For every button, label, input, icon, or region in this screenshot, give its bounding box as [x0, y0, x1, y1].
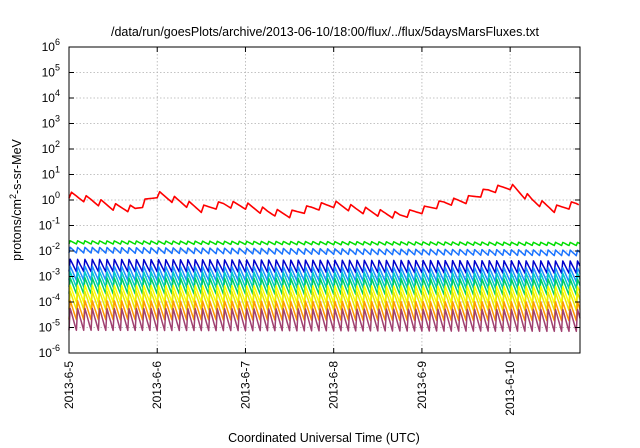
- series-line-5: [68, 265, 581, 283]
- y-tick-base: 10: [39, 219, 53, 233]
- y-tick-base: 10: [39, 295, 53, 309]
- y-tick-label: 10-5: [39, 318, 60, 335]
- x-tick-label: 2013-6-7: [238, 361, 252, 409]
- series-group: [68, 183, 581, 333]
- y-tick-exponent: -5: [52, 318, 60, 328]
- y-tick-label: 104: [42, 88, 60, 105]
- x-tick-label: 2013-6-5: [62, 361, 76, 409]
- y-tick-exponent: 6: [55, 37, 60, 47]
- y-tick-exponent: 1: [55, 165, 60, 175]
- y-tick-base: 10: [42, 40, 56, 54]
- x-axis-label: Coordinated Universal Time (UTC): [228, 431, 420, 445]
- y-tick-base: 10: [42, 91, 56, 105]
- y-tick-base: 10: [39, 244, 53, 258]
- y-tick-label: 106: [42, 37, 60, 54]
- y-tick-exponent: -4: [52, 292, 60, 302]
- chart-title: /data/run/goesPlots/archive/2013-06-10/1…: [111, 25, 540, 39]
- y-tick-base: 10: [39, 321, 53, 335]
- y-tick-base: 10: [39, 270, 53, 284]
- y-tick-exponent: -3: [52, 267, 60, 277]
- y-tick-exponent: -1: [52, 216, 60, 226]
- y-tick-base: 10: [42, 168, 56, 182]
- y-tick-base: 10: [42, 117, 56, 131]
- y-tick-exponent: 2: [55, 139, 60, 149]
- y-tick-exponent: 4: [55, 88, 60, 98]
- y-tick-label: 10-2: [39, 241, 60, 258]
- y-tick-label: 100: [42, 190, 60, 207]
- y-axis-label: protons/cm2-s-sr-MeV: [8, 138, 24, 260]
- y-tick-label: 103: [42, 114, 60, 131]
- y-axis-label-sup: 2: [8, 194, 18, 199]
- x-axis: 2013-6-5 2013-6-6 2013-6-7 2013-6-8 2013-6-9…: [62, 47, 517, 416]
- y-tick-base: 10: [39, 346, 53, 360]
- y-tick-label: 10-4: [39, 292, 60, 309]
- y-tick-base: 10: [42, 66, 56, 80]
- series-line-10: [68, 300, 581, 322]
- y-tick-exponent: 5: [55, 63, 60, 73]
- y-axis-label-rest: -s-sr-MeV: [10, 138, 24, 194]
- y-tick-base: 10: [42, 142, 56, 156]
- y-tick-label: 101: [42, 165, 60, 182]
- series-line-9: [68, 290, 581, 312]
- y-tick-exponent: 3: [55, 114, 60, 124]
- x-tick-label: 2013-6-10: [503, 361, 517, 416]
- y-tick-label: 10-6: [39, 343, 60, 360]
- series-line-8: [68, 284, 581, 304]
- y-axis: 10-610-510-410-310-210-11001011021031041…: [39, 37, 580, 360]
- x-tick-label: 2013-6-9: [415, 361, 429, 409]
- x-tick-label: 2013-6-8: [327, 361, 341, 409]
- series-line-6: [68, 271, 581, 290]
- series-line-11: [68, 307, 581, 333]
- y-tick-label: 10-1: [39, 216, 60, 233]
- y-tick-exponent: 0: [55, 190, 60, 200]
- series-line-4: [68, 258, 581, 274]
- series-line-3: [68, 246, 581, 257]
- series-line-7: [68, 277, 581, 296]
- y-tick-exponent: -6: [52, 343, 60, 353]
- y-tick-exponent: -2: [52, 241, 60, 251]
- y-tick-base: 10: [42, 193, 56, 207]
- series-line-1: [68, 183, 580, 219]
- x-tick-label: 2013-6-6: [150, 361, 164, 409]
- y-tick-label: 102: [42, 139, 60, 156]
- y-axis-label-base: protons/cm: [10, 199, 24, 261]
- y-tick-label: 105: [42, 63, 60, 80]
- y-tick-label: 10-3: [39, 267, 60, 284]
- series-line-2: [68, 240, 581, 247]
